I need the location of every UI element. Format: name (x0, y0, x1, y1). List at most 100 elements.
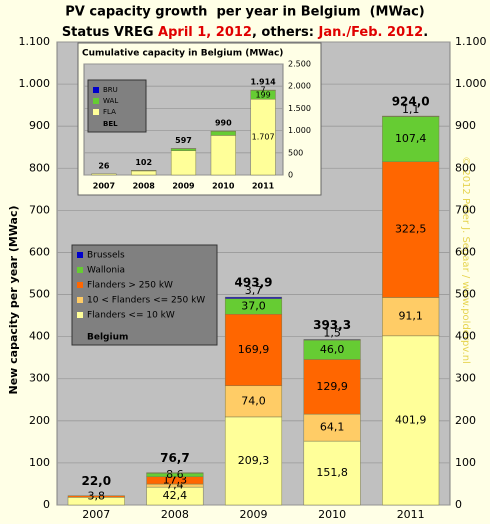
legend-swatch (77, 297, 83, 303)
subtitle-part: Status VREG (62, 25, 158, 40)
legend-swatch (93, 109, 99, 115)
bar-segment (250, 98, 276, 176)
bar-segment (224, 296, 283, 299)
data-label: 129,9 (316, 380, 348, 393)
bar-segment (303, 359, 361, 415)
data-label: 1,5 (323, 326, 341, 339)
y2-tick-label: 800 (455, 161, 476, 174)
legend-label: 10 < Flanders <= 250 kW (87, 296, 205, 306)
x-tick-label: 2009 (240, 508, 268, 521)
legend-box (71, 244, 218, 346)
data-label: 209,3 (238, 454, 270, 467)
y2-tick-label: 1.000 (455, 77, 487, 90)
y-tick-label: 1.100 (19, 35, 51, 48)
legend-swatch (77, 267, 83, 273)
data-label: 37,0 (241, 299, 266, 312)
x-tick-label: 2009 (172, 182, 195, 191)
bar-segment (224, 416, 283, 506)
bar-segment (67, 495, 125, 498)
x-tick-label: 2011 (397, 508, 425, 521)
y2-tick-label: 500 (455, 288, 476, 301)
legend-swatch (93, 87, 99, 93)
data-label: 1.707 (252, 133, 275, 142)
bar-segment (224, 313, 283, 387)
subtitle-part: April 1, 2012 (158, 25, 252, 40)
data-label: 7 (261, 86, 266, 95)
x-tick-label: 2010 (212, 182, 235, 191)
total-label: 597 (175, 136, 192, 145)
y2-tick-label: 500 (288, 148, 303, 157)
bar-segment (170, 148, 197, 151)
data-label: 3,8 (88, 490, 106, 503)
total-label: 924,0 (392, 95, 430, 109)
y-tick-label: 100 (29, 456, 50, 469)
y-tick-label: 900 (29, 119, 50, 132)
y-tick-label: 200 (29, 414, 50, 427)
total-label: 76,7 (160, 451, 190, 465)
y2-tick-label: 900 (455, 119, 476, 132)
data-label: 8,6 (166, 468, 184, 481)
y-tick-label: 800 (29, 161, 50, 174)
y2-tick-label: 100 (455, 456, 476, 469)
x-tick-label: 2011 (252, 182, 275, 191)
bar-segment (382, 297, 440, 337)
total-label: 22,0 (81, 474, 111, 488)
legend-swatch (77, 312, 83, 318)
data-label: 91,1 (398, 310, 423, 323)
total-label: 493,9 (235, 276, 273, 290)
legend-title: BEL (103, 120, 118, 128)
x-tick-label: 2007 (82, 508, 110, 521)
data-label: 1,1 (402, 103, 420, 116)
subtitle-part: , others: (252, 25, 319, 40)
data-label: 46,0 (320, 343, 345, 356)
legend-swatch (77, 282, 83, 288)
bar-segment (303, 339, 361, 341)
legend-label: Wallonia (87, 266, 125, 276)
data-label: 42,4 (163, 489, 188, 502)
bar-segment (224, 385, 283, 418)
x-tick-label: 2008 (133, 182, 156, 191)
y-tick-label: 1.000 (19, 77, 51, 90)
inset-title: Cumulative capacity in Belgium (MWac) (82, 49, 283, 59)
x-tick-label: 2007 (93, 182, 115, 191)
data-label: 107,4 (395, 132, 427, 145)
y-tick-label: 500 (29, 288, 50, 301)
bar-segment (91, 173, 117, 176)
y2-tick-label: 0 (288, 171, 293, 180)
x-tick-label: 2008 (161, 508, 189, 521)
bar-segment (131, 170, 157, 176)
data-label: 3,7 (245, 284, 263, 297)
data-label: 401,9 (395, 413, 427, 426)
legend-label: FLA (103, 108, 116, 116)
bar-segment (382, 116, 440, 162)
legend-label: Flanders > 250 kW (87, 281, 173, 291)
data-label: 151,8 (316, 466, 348, 479)
bar-segment (210, 131, 236, 136)
data-label: 64,1 (320, 421, 345, 434)
bar-segment (170, 150, 197, 176)
watermark: © 2012 Peter J. Segaar / www.polderpv.nl (460, 156, 471, 364)
chart-title: PV capacity growth per year in Belgium (… (65, 5, 425, 20)
legend-title: Belgium (87, 333, 128, 343)
y2-tick-label: 600 (455, 245, 476, 258)
legend-label: Brussels (87, 251, 125, 261)
y2-tick-label: 1.500 (288, 104, 311, 113)
total-label: 393,3 (313, 318, 351, 332)
total-label: 102 (135, 158, 152, 167)
bar-segment (382, 161, 440, 298)
legend-label: Flanders <= 10 kW (87, 311, 175, 321)
bar-segment (303, 440, 361, 506)
y2-tick-label: 2.000 (288, 82, 311, 91)
data-label: 169,9 (238, 343, 270, 356)
data-label: 74,0 (241, 394, 266, 407)
y2-tick-label: 200 (455, 414, 476, 427)
y2-tick-label: 0 (455, 498, 462, 511)
total-label: 1.914 (250, 78, 276, 87)
bar-segment (303, 413, 361, 442)
legend-label: BRU (103, 86, 118, 94)
y2-tick-label: 700 (455, 203, 476, 216)
y2-tick-label: 300 (455, 372, 476, 385)
bar-segment (382, 335, 440, 506)
x-tick-label: 2010 (318, 508, 346, 521)
y2-tick-label: 1.100 (455, 35, 487, 48)
